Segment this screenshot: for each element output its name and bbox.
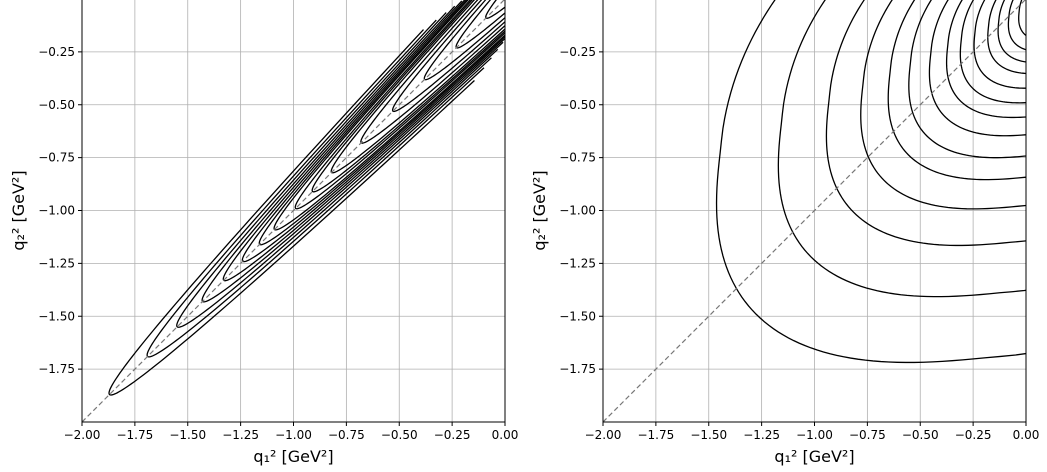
- x-axis-label: q₁² [GeV²]: [774, 447, 854, 466]
- contour-line: [887, 0, 1026, 181]
- y-axis-label: q₂² [GeV²]: [530, 170, 549, 250]
- y-axis-label: q₂² [GeV²]: [9, 170, 28, 250]
- x-tick-label: −1.75: [116, 428, 153, 442]
- y-tick-label: −0.50: [38, 98, 75, 112]
- x-tick-label: −1.00: [275, 428, 312, 442]
- x-tick-label: −1.00: [796, 428, 833, 442]
- contour-line: [860, 0, 1026, 210]
- contour-line: [1007, 0, 1026, 51]
- y-tick-label: −1.50: [559, 309, 596, 323]
- x-tick-label: −1.25: [222, 428, 259, 442]
- contour-line: [777, 0, 1026, 298]
- contour-line: [294, 0, 505, 210]
- diagonal-line: [82, 0, 505, 422]
- contour-line: [391, 0, 505, 113]
- y-tick-label: −1.50: [38, 309, 75, 323]
- x-tick-label: 0.00: [492, 428, 519, 442]
- contour-line: [1018, 0, 1026, 37]
- contour-line: [997, 0, 1026, 63]
- y-tick-label: −1.25: [38, 256, 75, 270]
- y-tick-label: −1.00: [559, 204, 596, 218]
- contour-line: [945, 0, 1026, 119]
- y-tick-label: −0.75: [559, 151, 596, 165]
- x-tick-label: −0.25: [434, 428, 471, 442]
- contour-line: [908, 0, 1026, 159]
- y-tick-label: −0.25: [559, 45, 596, 59]
- x-tick-label: −1.50: [690, 428, 727, 442]
- y-tick-label: −0.50: [559, 98, 596, 112]
- contour-line: [311, 0, 505, 193]
- x-tick-label: −1.75: [637, 428, 674, 442]
- x-tick-label: −2.00: [585, 428, 622, 442]
- y-tick-label: −1.75: [559, 362, 596, 376]
- contour-line: [108, 29, 475, 396]
- x-tick-label: 0.00: [1013, 428, 1040, 442]
- right-panel: −2.00 −1.75 −1.50 −1.25 −1.00 −0.75 −0.50 −0.25…: [530, 0, 1047, 466]
- x-tick-label: −1.50: [169, 428, 206, 442]
- contour-line: [485, 0, 505, 19]
- y-tick-label: −1.75: [38, 362, 75, 376]
- contour-line: [928, 0, 1026, 137]
- contour-lines: [715, 0, 1047, 364]
- x-tick-label: −0.75: [328, 428, 365, 442]
- x-tick-label: −0.25: [955, 428, 992, 442]
- y-tick-label: −0.75: [38, 151, 75, 165]
- contour-line: [987, 0, 1026, 75]
- diagonal-line: [603, 0, 1026, 422]
- y-tick-label: −0.25: [38, 45, 75, 59]
- contour-line: [973, 0, 1026, 89]
- x-tick-label: −0.75: [849, 428, 886, 442]
- contour-line: [825, 0, 1026, 247]
- y-tick-label: −1.25: [559, 256, 596, 270]
- contour-line: [715, 0, 1026, 364]
- contour-line: [360, 0, 505, 144]
- x-tick-label: −2.00: [64, 428, 101, 442]
- contour-line: [959, 0, 1026, 104]
- x-tick-label: −0.50: [381, 428, 418, 442]
- x-axis-label: q₁² [GeV²]: [253, 447, 333, 466]
- contour-line: [1039, 0, 1047, 19]
- contour-lines: [108, 0, 505, 396]
- left-panel: −2.00 −1.75 −1.50 −1.25 −1.00 −0.75 −0.50 −0.25…: [9, 0, 519, 466]
- contour-line: [1029, 0, 1047, 30]
- x-tick-label: −1.25: [743, 428, 780, 442]
- x-tick-label: −0.50: [902, 428, 939, 442]
- contour-line: [258, 0, 505, 246]
- contour-line: [176, 12, 492, 328]
- y-tick-label: −1.00: [38, 204, 75, 218]
